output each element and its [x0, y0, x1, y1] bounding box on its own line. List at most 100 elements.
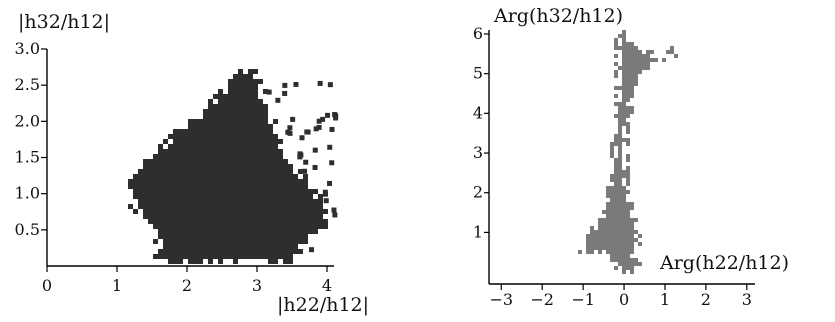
data-point — [173, 164, 178, 169]
data-point — [586, 246, 590, 250]
data-point — [646, 50, 650, 54]
data-point — [614, 38, 618, 42]
data-point — [590, 250, 594, 254]
data-point — [288, 229, 293, 234]
data-point — [143, 169, 148, 174]
data-point — [173, 219, 178, 224]
data-point — [238, 84, 243, 89]
data-point — [590, 238, 594, 242]
data-point — [243, 159, 248, 164]
data-point — [168, 214, 173, 219]
data-point — [598, 218, 602, 222]
data-point — [183, 254, 188, 259]
data-point — [188, 194, 193, 199]
data-point — [598, 250, 602, 254]
data-point — [248, 124, 253, 129]
data-point — [198, 204, 203, 209]
data-point — [213, 174, 218, 179]
data-point — [208, 99, 213, 104]
data-point — [283, 159, 288, 164]
data-point — [606, 206, 610, 210]
data-point — [233, 94, 238, 99]
data-point — [148, 184, 153, 189]
data-point — [173, 204, 178, 209]
data-point — [638, 242, 642, 246]
data-point — [248, 74, 253, 79]
data-point — [586, 250, 590, 254]
data-point — [622, 118, 626, 122]
data-point — [327, 180, 333, 186]
data-point — [163, 219, 168, 224]
data-point — [626, 214, 630, 218]
data-point — [173, 239, 178, 244]
data-point — [303, 199, 308, 204]
data-point — [218, 194, 223, 199]
data-point — [293, 209, 298, 214]
data-point — [618, 174, 622, 178]
data-point — [630, 50, 634, 54]
data-point — [622, 210, 626, 214]
data-point — [610, 198, 614, 202]
data-point — [626, 242, 630, 246]
data-point — [614, 70, 618, 74]
data-point — [273, 239, 278, 244]
data-point — [288, 189, 293, 194]
data-point — [622, 242, 626, 246]
data-point — [622, 90, 626, 94]
data-point — [178, 139, 183, 144]
data-point — [288, 204, 293, 209]
data-point — [288, 244, 293, 249]
data-point — [614, 182, 618, 186]
data-point — [208, 139, 213, 144]
data-point — [218, 229, 223, 234]
data-point — [158, 164, 163, 169]
data-point — [188, 254, 193, 259]
data-point — [618, 254, 622, 258]
data-point — [618, 142, 622, 146]
data-point — [168, 204, 173, 209]
data-point — [238, 174, 243, 179]
x-tick-label: 4 — [322, 276, 332, 295]
data-point — [168, 254, 173, 259]
data-point — [208, 189, 213, 194]
data-point — [626, 258, 630, 262]
data-point — [598, 238, 602, 242]
data-point — [278, 154, 283, 159]
data-point — [203, 184, 208, 189]
data-point — [610, 222, 614, 226]
data-point — [258, 229, 263, 234]
data-point — [168, 144, 173, 149]
data-point — [273, 224, 278, 229]
data-point — [634, 62, 638, 66]
data-point — [622, 102, 626, 106]
data-point — [614, 226, 618, 230]
data-point — [610, 142, 614, 146]
data-point — [188, 139, 193, 144]
data-point — [208, 129, 213, 134]
data-point — [213, 164, 218, 169]
y-tick-label: 3.0 — [15, 39, 40, 58]
data-point — [618, 206, 622, 210]
data-point — [626, 254, 630, 258]
data-point — [622, 54, 626, 58]
data-point — [268, 159, 273, 164]
data-point — [283, 164, 288, 169]
data-point — [148, 209, 153, 214]
data-point — [243, 79, 248, 84]
data-point — [318, 214, 323, 219]
data-point — [198, 189, 203, 194]
data-point — [158, 189, 163, 194]
data-point — [168, 194, 173, 199]
data-point — [263, 119, 268, 124]
data-point — [168, 174, 173, 179]
data-point — [148, 164, 153, 169]
data-point — [228, 79, 233, 84]
data-point — [158, 144, 163, 149]
data-point — [630, 218, 634, 222]
data-point — [630, 66, 634, 70]
data-point — [158, 169, 163, 174]
data-point — [193, 239, 198, 244]
data-point — [238, 74, 243, 79]
data-point — [183, 214, 188, 219]
data-point — [614, 210, 618, 214]
